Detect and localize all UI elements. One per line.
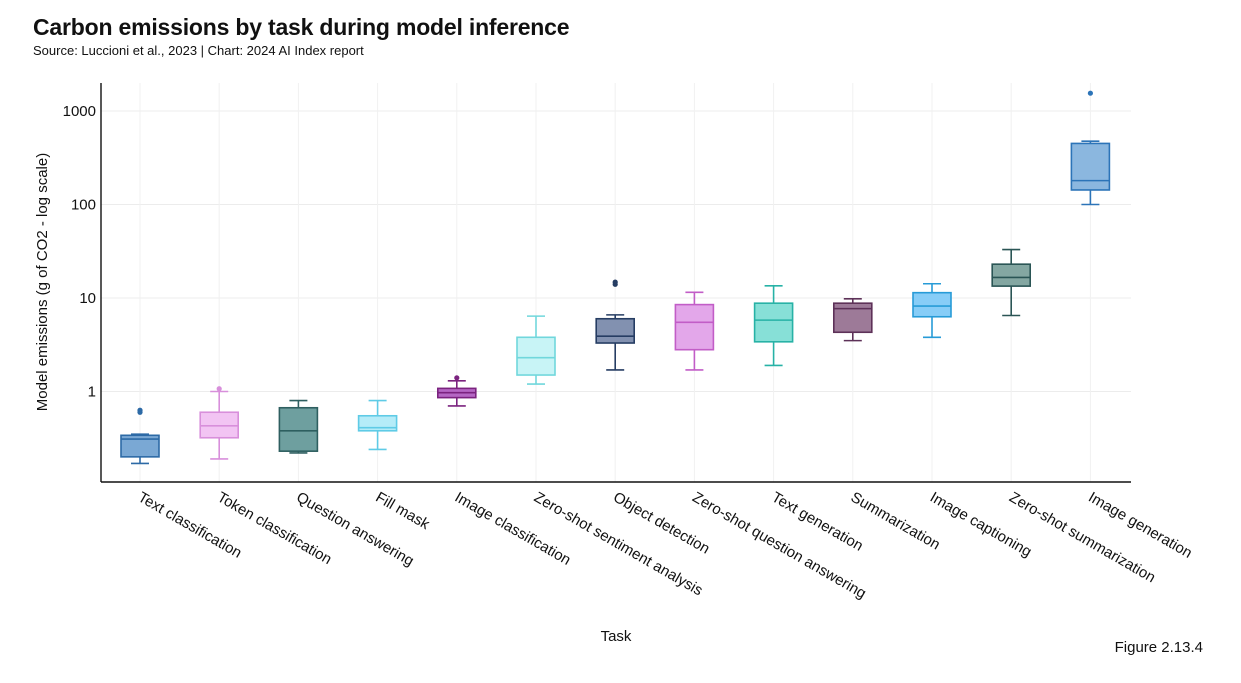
- figure-label: Figure 2.13.4: [1114, 639, 1203, 656]
- box-5: [436, 375, 477, 407]
- box-11: [912, 282, 952, 339]
- box-7: [595, 279, 636, 371]
- box-body: [912, 291, 952, 318]
- y-axis-label: Model emissions (g of CO2 - log scale): [34, 153, 51, 411]
- x-tick-label: Zero-shot summarization: [1006, 489, 1158, 587]
- box-body: [991, 263, 1032, 287]
- box-3: [278, 399, 319, 454]
- axes-layer: [100, 83, 1131, 483]
- box-body: [595, 317, 636, 344]
- box-12: [991, 248, 1032, 317]
- y-tick-label: 1: [88, 384, 96, 401]
- outlier-point: [612, 279, 618, 285]
- box-1: [120, 407, 160, 465]
- box-8: [674, 291, 715, 371]
- box-10: [832, 298, 873, 342]
- box-body: [357, 414, 398, 432]
- outlier-point: [216, 386, 222, 392]
- box-body: [120, 434, 160, 458]
- box-body: [516, 336, 556, 376]
- box-body: [1070, 142, 1111, 191]
- outlier-point: [137, 407, 143, 413]
- chart-title: Carbon emissions by task during model in…: [33, 14, 570, 40]
- x-tick-label: Fill mask: [373, 489, 433, 534]
- boxes-layer: [120, 90, 1111, 465]
- labels-layer: 1 10 100 1000 Model emissions (g of CO2 - lo…: [34, 103, 1195, 645]
- outlier-point: [1087, 90, 1093, 96]
- box-9: [753, 285, 794, 367]
- box-body: [753, 302, 794, 343]
- box-body: [278, 406, 319, 452]
- box-4: [357, 399, 398, 451]
- y-tick-label: 100: [71, 197, 96, 214]
- chart-subtitle: Source: Luccioni et al., 2023 | Chart: 2…: [33, 43, 364, 58]
- y-tick-label: 10: [79, 290, 96, 307]
- box-body: [674, 303, 715, 351]
- x-axis-label: Task: [601, 628, 632, 645]
- box-6: [516, 315, 556, 385]
- box-13: [1070, 90, 1111, 206]
- box-body: [832, 302, 873, 334]
- box-2: [199, 386, 239, 460]
- outlier-point: [454, 375, 460, 381]
- y-tick-label: 1000: [63, 103, 96, 120]
